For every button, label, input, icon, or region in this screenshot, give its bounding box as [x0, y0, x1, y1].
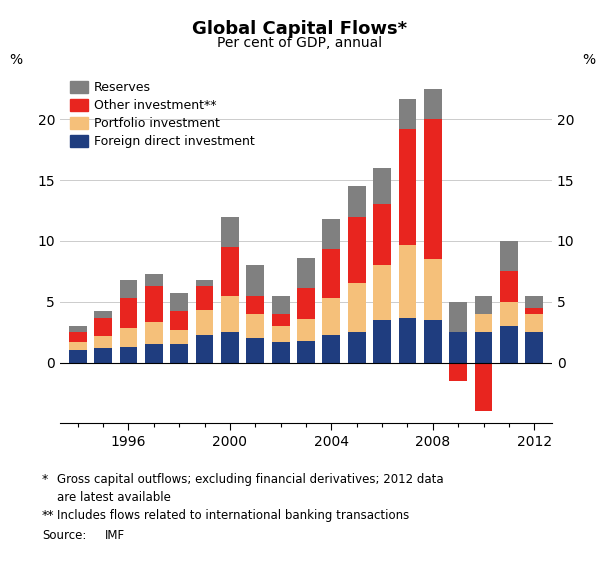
Bar [297, 288, 315, 319]
Bar [119, 329, 137, 347]
Text: %: % [9, 53, 22, 67]
Bar [170, 312, 188, 330]
Bar [348, 332, 365, 363]
Bar [196, 280, 214, 286]
Bar [500, 326, 518, 363]
Bar [221, 332, 239, 363]
Bar [272, 326, 290, 342]
Bar [69, 332, 86, 342]
Bar [247, 296, 264, 314]
Bar [322, 298, 340, 335]
Bar [145, 345, 163, 363]
Bar [449, 332, 467, 363]
Text: Global Capital Flows*: Global Capital Flows* [193, 20, 407, 38]
Text: %: % [583, 53, 595, 67]
Bar [526, 332, 543, 363]
Bar [94, 312, 112, 318]
Bar [221, 247, 239, 296]
Bar [398, 99, 416, 129]
Bar [322, 219, 340, 249]
Bar [119, 298, 137, 329]
Bar [94, 318, 112, 336]
Bar [247, 314, 264, 338]
Bar [145, 322, 163, 345]
Bar [424, 259, 442, 320]
Bar [69, 350, 86, 363]
Bar [348, 216, 365, 283]
Bar [322, 335, 340, 363]
Bar [94, 348, 112, 363]
Text: Includes flows related to international banking transactions: Includes flows related to international … [57, 509, 409, 522]
Bar [272, 314, 290, 326]
Text: Source:: Source: [42, 529, 86, 542]
Bar [373, 168, 391, 205]
Bar [272, 296, 290, 314]
Bar [170, 345, 188, 363]
Bar [348, 186, 365, 216]
Bar [145, 286, 163, 322]
Bar [398, 245, 416, 318]
Bar [247, 338, 264, 363]
Bar [475, 314, 493, 332]
Bar [526, 296, 543, 308]
Bar [373, 265, 391, 320]
Bar [297, 319, 315, 340]
Bar [449, 302, 467, 332]
Bar [475, 332, 493, 363]
Text: IMF: IMF [105, 529, 125, 542]
Bar [272, 342, 290, 363]
Bar [170, 330, 188, 345]
Legend: Reserves, Other investment**, Portfolio investment, Foreign direct investment: Reserves, Other investment**, Portfolio … [66, 77, 258, 152]
Bar [424, 119, 442, 259]
Bar [398, 129, 416, 245]
Bar [449, 363, 467, 381]
Bar [119, 280, 137, 298]
Bar [196, 310, 214, 335]
Bar [119, 347, 137, 363]
Bar [247, 265, 264, 296]
Bar [170, 293, 188, 312]
Bar [373, 320, 391, 363]
Bar [500, 302, 518, 326]
Bar [475, 363, 493, 411]
Bar [398, 318, 416, 363]
Bar [94, 336, 112, 348]
Bar [297, 340, 315, 363]
Bar [500, 271, 518, 302]
Bar [196, 286, 214, 310]
Bar [69, 342, 86, 350]
Bar [424, 89, 442, 119]
Bar [221, 216, 239, 247]
Bar [500, 241, 518, 271]
Bar [526, 308, 543, 314]
Bar [348, 283, 365, 332]
Bar [373, 205, 391, 265]
Text: *: * [42, 473, 48, 486]
Bar [322, 249, 340, 298]
Bar [69, 326, 86, 332]
Bar [196, 335, 214, 363]
Bar [424, 320, 442, 363]
Bar [297, 258, 315, 288]
Bar [145, 274, 163, 286]
Text: Per cent of GDP, annual: Per cent of GDP, annual [217, 36, 383, 50]
Bar [221, 296, 239, 332]
Text: Gross capital outflows; excluding financial derivatives; 2012 data: Gross capital outflows; excluding financ… [57, 473, 443, 486]
Bar [526, 314, 543, 332]
Text: **: ** [42, 509, 55, 522]
Bar [475, 296, 493, 314]
Text: are latest available: are latest available [57, 491, 171, 504]
